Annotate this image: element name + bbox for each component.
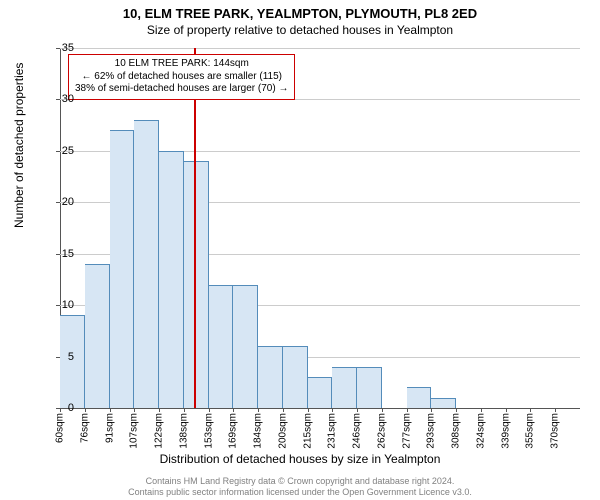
chart-area: 60sqm76sqm91sqm107sqm122sqm138sqm153sqm1… (60, 48, 580, 408)
footer-line-1: Contains HM Land Registry data © Crown c… (0, 476, 600, 487)
x-axis-label: Distribution of detached houses by size … (0, 452, 600, 466)
gridline (60, 48, 580, 49)
ytick-label: 30 (44, 93, 74, 105)
ytick-label: 35 (44, 42, 74, 54)
xtick-mark (555, 408, 556, 412)
xtick-mark (456, 408, 457, 412)
xtick-label: 138sqm (178, 413, 189, 449)
ytick-label: 5 (44, 351, 74, 363)
xtick-mark (407, 408, 408, 412)
xtick-mark (506, 408, 507, 412)
xtick-mark (357, 408, 358, 412)
histogram-bar (209, 285, 234, 408)
xtick-label: 355sqm (525, 413, 536, 449)
ytick-label: 20 (44, 196, 74, 208)
histogram-bar (332, 367, 357, 408)
histogram-bar (258, 346, 283, 408)
xtick-mark (209, 408, 210, 412)
xtick-label: 169sqm (228, 413, 239, 449)
xtick-label: 215sqm (302, 413, 313, 449)
xtick-mark (283, 408, 284, 412)
xtick-label: 91sqm (104, 413, 115, 443)
xtick-label: 277sqm (401, 413, 412, 449)
xtick-mark (308, 408, 309, 412)
histogram-bar (159, 151, 184, 408)
xtick-label: 370sqm (550, 413, 561, 449)
xtick-mark (110, 408, 111, 412)
footer-line-2: Contains public sector information licen… (0, 487, 600, 498)
gridline (60, 99, 580, 100)
xtick-mark (258, 408, 259, 412)
xtick-mark (332, 408, 333, 412)
xtick-mark (481, 408, 482, 412)
xtick-mark (233, 408, 234, 412)
xtick-mark (530, 408, 531, 412)
ytick-label: 15 (44, 248, 74, 260)
histogram-bar (431, 398, 456, 408)
y-axis-label: Number of detached properties (12, 63, 26, 228)
annotation-line: 38% of semi-detached houses are larger (… (75, 83, 288, 96)
xtick-mark (382, 408, 383, 412)
histogram-bar (283, 346, 308, 408)
xtick-label: 246sqm (352, 413, 363, 449)
xtick-mark (184, 408, 185, 412)
histogram-bar (233, 285, 258, 408)
xtick-label: 122sqm (154, 413, 165, 449)
xtick-mark (431, 408, 432, 412)
histogram-bar (357, 367, 382, 408)
xtick-label: 153sqm (203, 413, 214, 449)
page-subtitle: Size of property relative to detached ho… (0, 23, 600, 37)
xtick-label: 339sqm (500, 413, 511, 449)
page-title: 10, ELM TREE PARK, YEALMPTON, PLYMOUTH, … (0, 6, 600, 21)
xtick-mark (159, 408, 160, 412)
xtick-label: 60sqm (55, 413, 66, 443)
annotation-line: 10 ELM TREE PARK: 144sqm (75, 58, 288, 71)
histogram-bar (407, 387, 432, 408)
ytick-label: 10 (44, 299, 74, 311)
x-axis-line (60, 408, 580, 409)
footer-attribution: Contains HM Land Registry data © Crown c… (0, 476, 600, 498)
xtick-label: 184sqm (253, 413, 264, 449)
annotation-callout: 10 ELM TREE PARK: 144sqm← 62% of detache… (68, 54, 295, 100)
histogram-bar (110, 130, 135, 408)
xtick-mark (85, 408, 86, 412)
ytick-label: 25 (44, 145, 74, 157)
histogram-bar (308, 377, 333, 408)
xtick-label: 76sqm (79, 413, 90, 443)
histogram-bar (134, 120, 159, 408)
histogram-bar (85, 264, 110, 408)
reference-marker-line (194, 48, 196, 408)
xtick-label: 324sqm (475, 413, 486, 449)
xtick-label: 293sqm (426, 413, 437, 449)
xtick-label: 308sqm (451, 413, 462, 449)
ytick-label: 0 (44, 402, 74, 414)
xtick-mark (134, 408, 135, 412)
xtick-label: 200sqm (277, 413, 288, 449)
xtick-label: 107sqm (129, 413, 140, 449)
plot-area: 60sqm76sqm91sqm107sqm122sqm138sqm153sqm1… (60, 48, 580, 408)
xtick-label: 262sqm (376, 413, 387, 449)
annotation-line: ← 62% of detached houses are smaller (11… (75, 71, 288, 84)
xtick-label: 231sqm (327, 413, 338, 449)
